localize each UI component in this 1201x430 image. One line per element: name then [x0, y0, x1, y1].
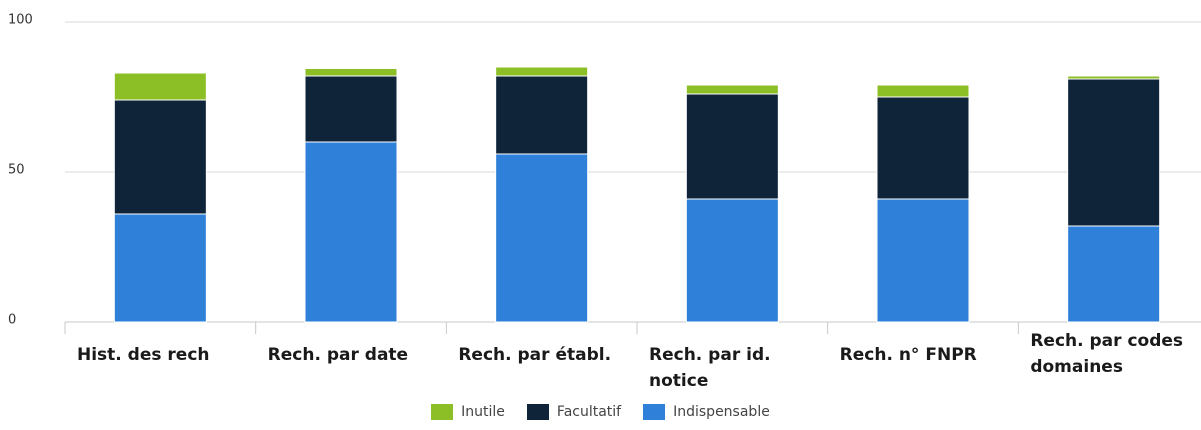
bar-segment: [495, 153, 589, 323]
bar-segment: [876, 198, 970, 323]
legend-item: Facultatif: [526, 404, 622, 420]
y-tick-label: 0: [8, 313, 16, 328]
bar-segment: [304, 75, 398, 143]
legend-label: Inutile: [461, 404, 505, 420]
legend-swatch: [643, 404, 666, 420]
bar-segment: [1067, 75, 1161, 80]
bar-segment: [685, 198, 779, 323]
legend-label: Facultatif: [556, 404, 622, 420]
legend-item: Inutile: [431, 404, 505, 420]
legend: Inutile Facultatif Indispensable: [0, 404, 1201, 420]
bar-segment: [1067, 225, 1161, 323]
bar-segment: [113, 213, 207, 323]
bar-segment: [685, 84, 779, 95]
bar-segment: [876, 84, 970, 98]
bar-segment: [685, 93, 779, 200]
bar-segment: [1067, 78, 1161, 227]
bar-segment: [495, 66, 589, 77]
legend-swatch: [431, 404, 454, 420]
legend-label: Indispensable: [673, 404, 770, 420]
x-tick-label: Rech. par codes domaines: [1030, 331, 1184, 377]
x-tick-label: Rech. par id. notice: [649, 345, 771, 391]
bar-segment: [113, 99, 207, 215]
x-tick-label: Rech. par établ.: [458, 345, 612, 365]
bar-segment: [304, 141, 398, 323]
bar-segment: [304, 68, 398, 77]
y-tick-label: 100: [8, 13, 33, 28]
x-tick-label: Rech. n° FNPR: [839, 345, 977, 365]
bar-segment: [113, 72, 207, 101]
legend-swatch: [526, 404, 549, 420]
y-tick-label: 50: [8, 163, 25, 178]
legend-item: Indispensable: [643, 404, 770, 420]
bar-segment: [876, 96, 970, 200]
x-tick-label: Rech. par date: [267, 345, 409, 365]
bar-segment: [495, 75, 589, 155]
x-tick-label: Hist. des rech: [77, 345, 210, 365]
